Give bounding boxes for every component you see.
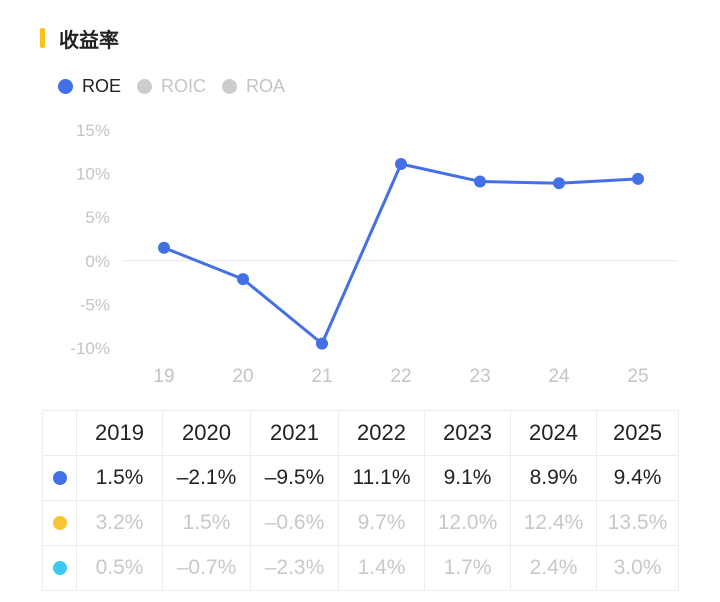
x-tick-label: 19: [153, 366, 174, 387]
table-cell: 9.1%: [424, 455, 511, 501]
x-tick-label: 24: [548, 366, 570, 387]
table-corner-cell: [42, 410, 77, 456]
legend-label: ROA: [246, 76, 286, 96]
table-header-year: 2025: [596, 410, 679, 456]
table-header-year: 2023: [424, 410, 511, 456]
table-cell: 1.7%: [424, 545, 511, 591]
table-cell: 1.5%: [76, 455, 163, 501]
y-tick-label: 5%: [85, 208, 110, 227]
table-cell: 9.4%: [596, 455, 679, 501]
data-point-roe: [237, 273, 249, 286]
table-header-year: 2022: [338, 410, 425, 456]
data-point-roe: [316, 337, 328, 350]
series-dot-icon: [52, 471, 67, 486]
row-indicator-cell: [42, 455, 77, 501]
table-cell: 3.2%: [76, 500, 163, 546]
y-tick-label: 15%: [76, 121, 110, 140]
ratio-table: 2019 2020 2021 2022 2023 2024 2025 1.5% –2.1% –9…: [42, 410, 679, 591]
data-point-roe: [158, 241, 170, 254]
legend-dot-icon: [137, 79, 153, 94]
legend-dot-icon: [58, 79, 73, 94]
table-cell: –2.3%: [250, 545, 339, 591]
table-cell: –2.1%: [162, 455, 251, 501]
table-cell: –9.5%: [250, 455, 339, 501]
table-cell: 2.4%: [510, 545, 597, 591]
y-tick-label: -5%: [80, 295, 110, 314]
table-cell: –0.6%: [250, 500, 339, 546]
table-cell: 1.5%: [162, 500, 251, 546]
table-row: 0.5% –0.7% –2.3% 1.4% 1.7% 2.4% 3.0%: [42, 545, 679, 591]
series-dot-icon: [52, 516, 67, 531]
x-tick-label: 22: [390, 366, 411, 387]
legend-label: ROIC: [161, 76, 207, 96]
table-cell: 9.7%: [338, 500, 425, 546]
table-header-year: 2021: [250, 410, 339, 456]
table-row: 3.2% 1.5% –0.6% 9.7% 12.0% 12.4% 13.5%: [42, 500, 679, 546]
roe-line-chart: 15% 10% 5% 0% -5% -10% 19 20 21 22 23 24 25: [70, 121, 678, 387]
legend-item-roic[interactable]: ROIC: [137, 76, 206, 97]
x-tick-label: 20: [232, 366, 253, 387]
table-header-row: 2019 2020 2021 2022 2023 2024 2025: [42, 410, 679, 456]
chart-legend: ROE ROIC ROA: [58, 76, 301, 97]
table-header-year: 2020: [162, 410, 251, 456]
row-indicator-cell: [42, 545, 77, 591]
table-cell: 3.0%: [596, 545, 679, 591]
section-header: 收益率: [40, 24, 119, 52]
table-cell: 12.0%: [424, 500, 511, 546]
row-indicator-cell: [42, 500, 77, 546]
table-cell: 12.4%: [510, 500, 597, 546]
data-point-roe: [395, 158, 407, 171]
data-point-roe: [553, 177, 565, 190]
series-line-roe: [163, 162, 639, 346]
section-title: 收益率: [59, 27, 119, 52]
y-tick-label: 0%: [85, 252, 110, 271]
table-cell: 13.5%: [596, 500, 679, 546]
y-tick-label: 10%: [76, 165, 110, 184]
data-point-roe: [474, 175, 486, 188]
x-tick-label: 21: [311, 366, 332, 387]
series-dot-icon: [52, 561, 67, 576]
table-cell: 11.1%: [338, 455, 425, 501]
y-tick-label: -10%: [70, 339, 110, 358]
data-point-roe: [632, 172, 644, 185]
table-cell: 8.9%: [510, 455, 597, 501]
legend-item-roa[interactable]: ROA: [222, 76, 285, 97]
x-tick-label: 25: [627, 366, 648, 387]
section-accent-bar: [40, 28, 45, 48]
table-cell: 0.5%: [76, 545, 163, 591]
table-cell: 1.4%: [338, 545, 425, 591]
table-header-year: 2019: [76, 410, 163, 456]
table-header-year: 2024: [510, 410, 597, 456]
table-cell: –0.7%: [162, 545, 251, 591]
legend-dot-icon: [222, 79, 238, 94]
table-row: 1.5% –2.1% –9.5% 11.1% 9.1% 8.9% 9.4%: [42, 455, 679, 501]
legend-label: ROE: [82, 76, 122, 96]
x-tick-label: 23: [469, 366, 490, 387]
legend-item-roe[interactable]: ROE: [58, 76, 121, 97]
